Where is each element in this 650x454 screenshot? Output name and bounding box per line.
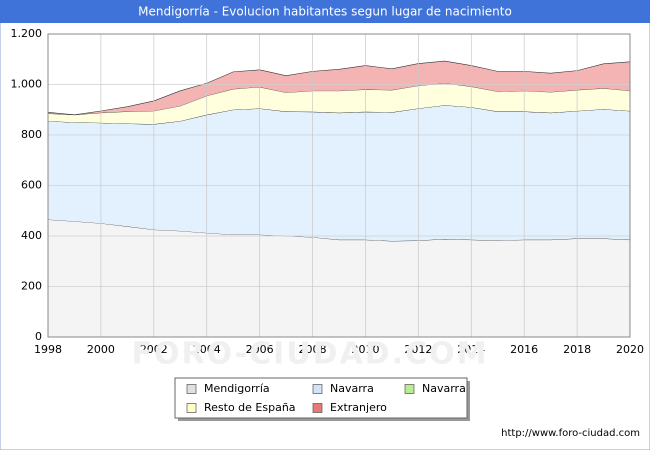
legend-label: Mendigorría [204,382,270,395]
x-tick-label: 2000 [87,343,115,356]
area-line [47,60,631,116]
area-fill [48,61,630,115]
legend-label: Resto de España [204,401,296,414]
y-tick-label: 800 [21,128,42,141]
chart-title: Mendigorría - Evolucion habitantes segun… [138,5,512,19]
area-fill [48,105,630,242]
y-tick-label: 0 [35,330,42,343]
legend-swatch [312,384,323,394]
x-tick-label: 1998 [34,343,62,356]
legend-swatch [186,403,197,413]
legend-label: Extranjero [330,401,387,414]
y-tick-label: 400 [21,229,42,242]
legend-swatch [186,384,197,394]
legend-swatch [312,403,323,413]
y-tick-label: 1.200 [11,27,43,40]
y-tick-label: 1.000 [11,78,43,91]
x-tick-label: 2014 [457,343,485,356]
area-fill [48,83,630,125]
legend-swatch [404,384,415,394]
x-tick-label: 2016 [510,343,538,356]
x-tick-label: 2020 [616,343,644,356]
x-tick-label: 2006 [246,343,274,356]
source: http://www.foro-ciudad.com [501,428,640,439]
y-tick-label: 600 [21,179,42,192]
x-tick-label: 2010 [351,343,379,356]
legend: Mendigorría Navarra Navarra Resto de España… [174,377,470,421]
plot-border [47,33,631,338]
x-tick-label: 2008 [299,343,327,356]
area-fill [48,219,630,337]
title-bar [0,0,650,23]
watermark: FORO-CIUDAD.COM [132,337,489,372]
x-tick-label: 2004 [193,343,221,356]
area-line [47,219,631,242]
legend-label: Navarra [422,382,466,395]
x-tick-label: 2002 [140,343,168,356]
y-tick-label: 200 [21,280,42,293]
legend-label: Navarra [330,382,374,395]
x-tick-label: 2012 [404,343,432,356]
x-tick-label: 2018 [563,343,591,356]
